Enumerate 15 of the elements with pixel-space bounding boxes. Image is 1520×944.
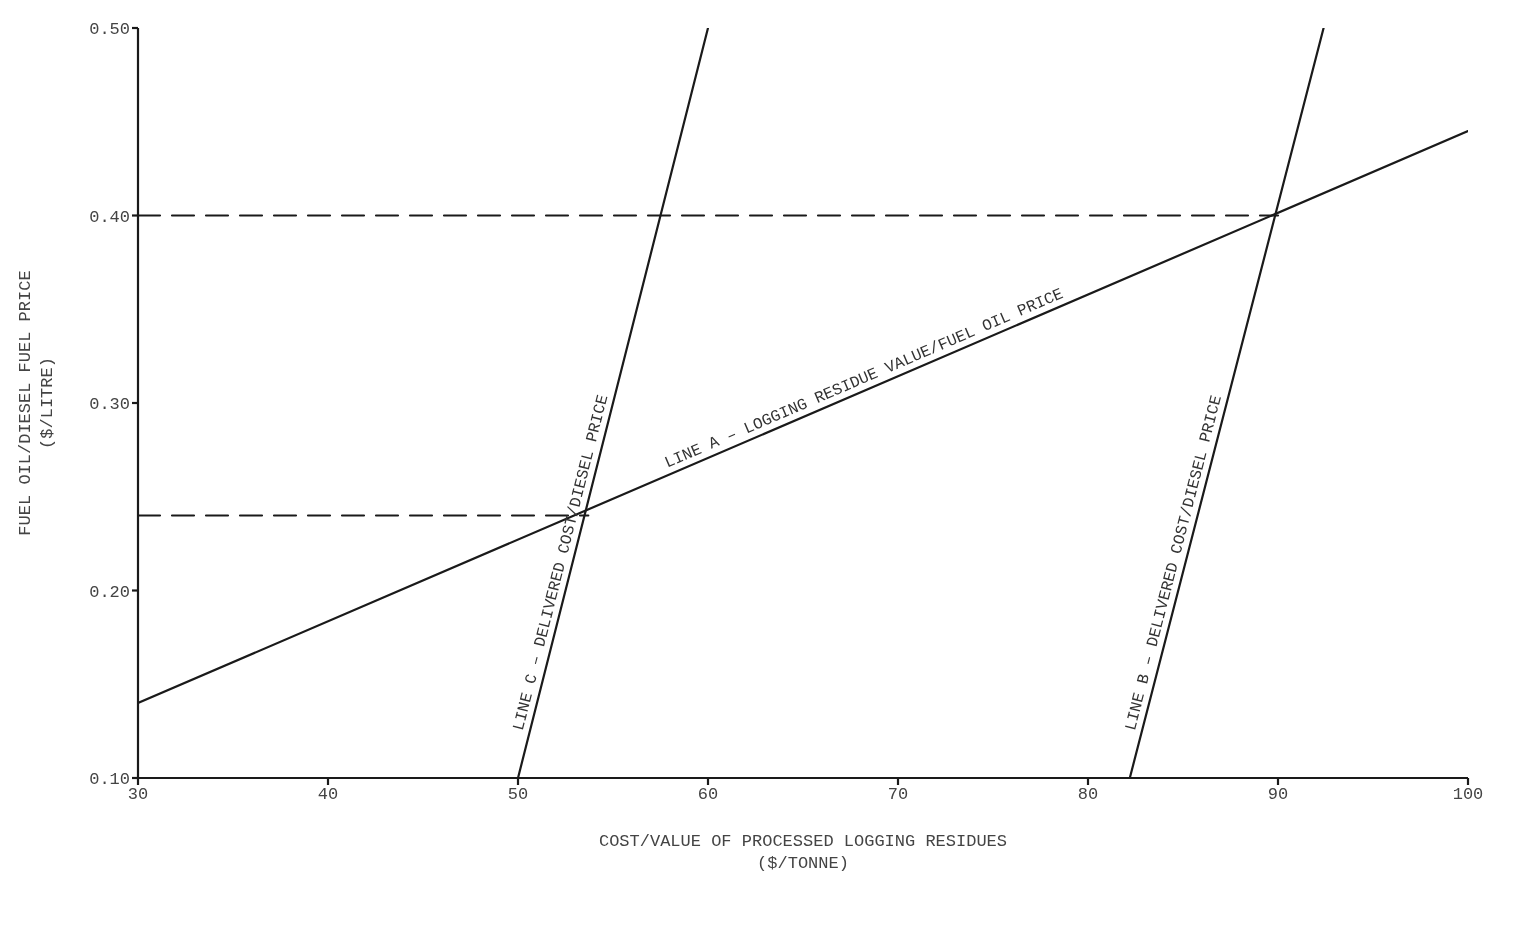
x-tick-label: 60 [697, 785, 719, 805]
x-tick-label: 70 [887, 785, 909, 805]
y-axis-title: FUEL OIL/DIESEL FUEL PRICE ($/LITRE) [16, 270, 57, 536]
x-tick-label: 80 [1077, 785, 1099, 805]
x-tick-label: 90 [1267, 785, 1289, 805]
y-tick-label: 0.50 [89, 20, 130, 40]
y-tick-label: 0.30 [89, 395, 130, 415]
x-tick-label: 30 [127, 785, 149, 805]
x-tick-label: 100 [1452, 785, 1484, 805]
x-tick-label: 40 [317, 785, 339, 805]
x-axis-title: COST/VALUE OF PROCESSED LOGGING RESIDUES ($/TONNE) [598, 832, 1008, 873]
y-tick-label: 0.20 [89, 582, 130, 602]
x-tick-label: 50 [507, 785, 529, 805]
y-tick-label: 0.10 [89, 770, 130, 790]
y-tick-label: 0.40 [89, 207, 130, 227]
